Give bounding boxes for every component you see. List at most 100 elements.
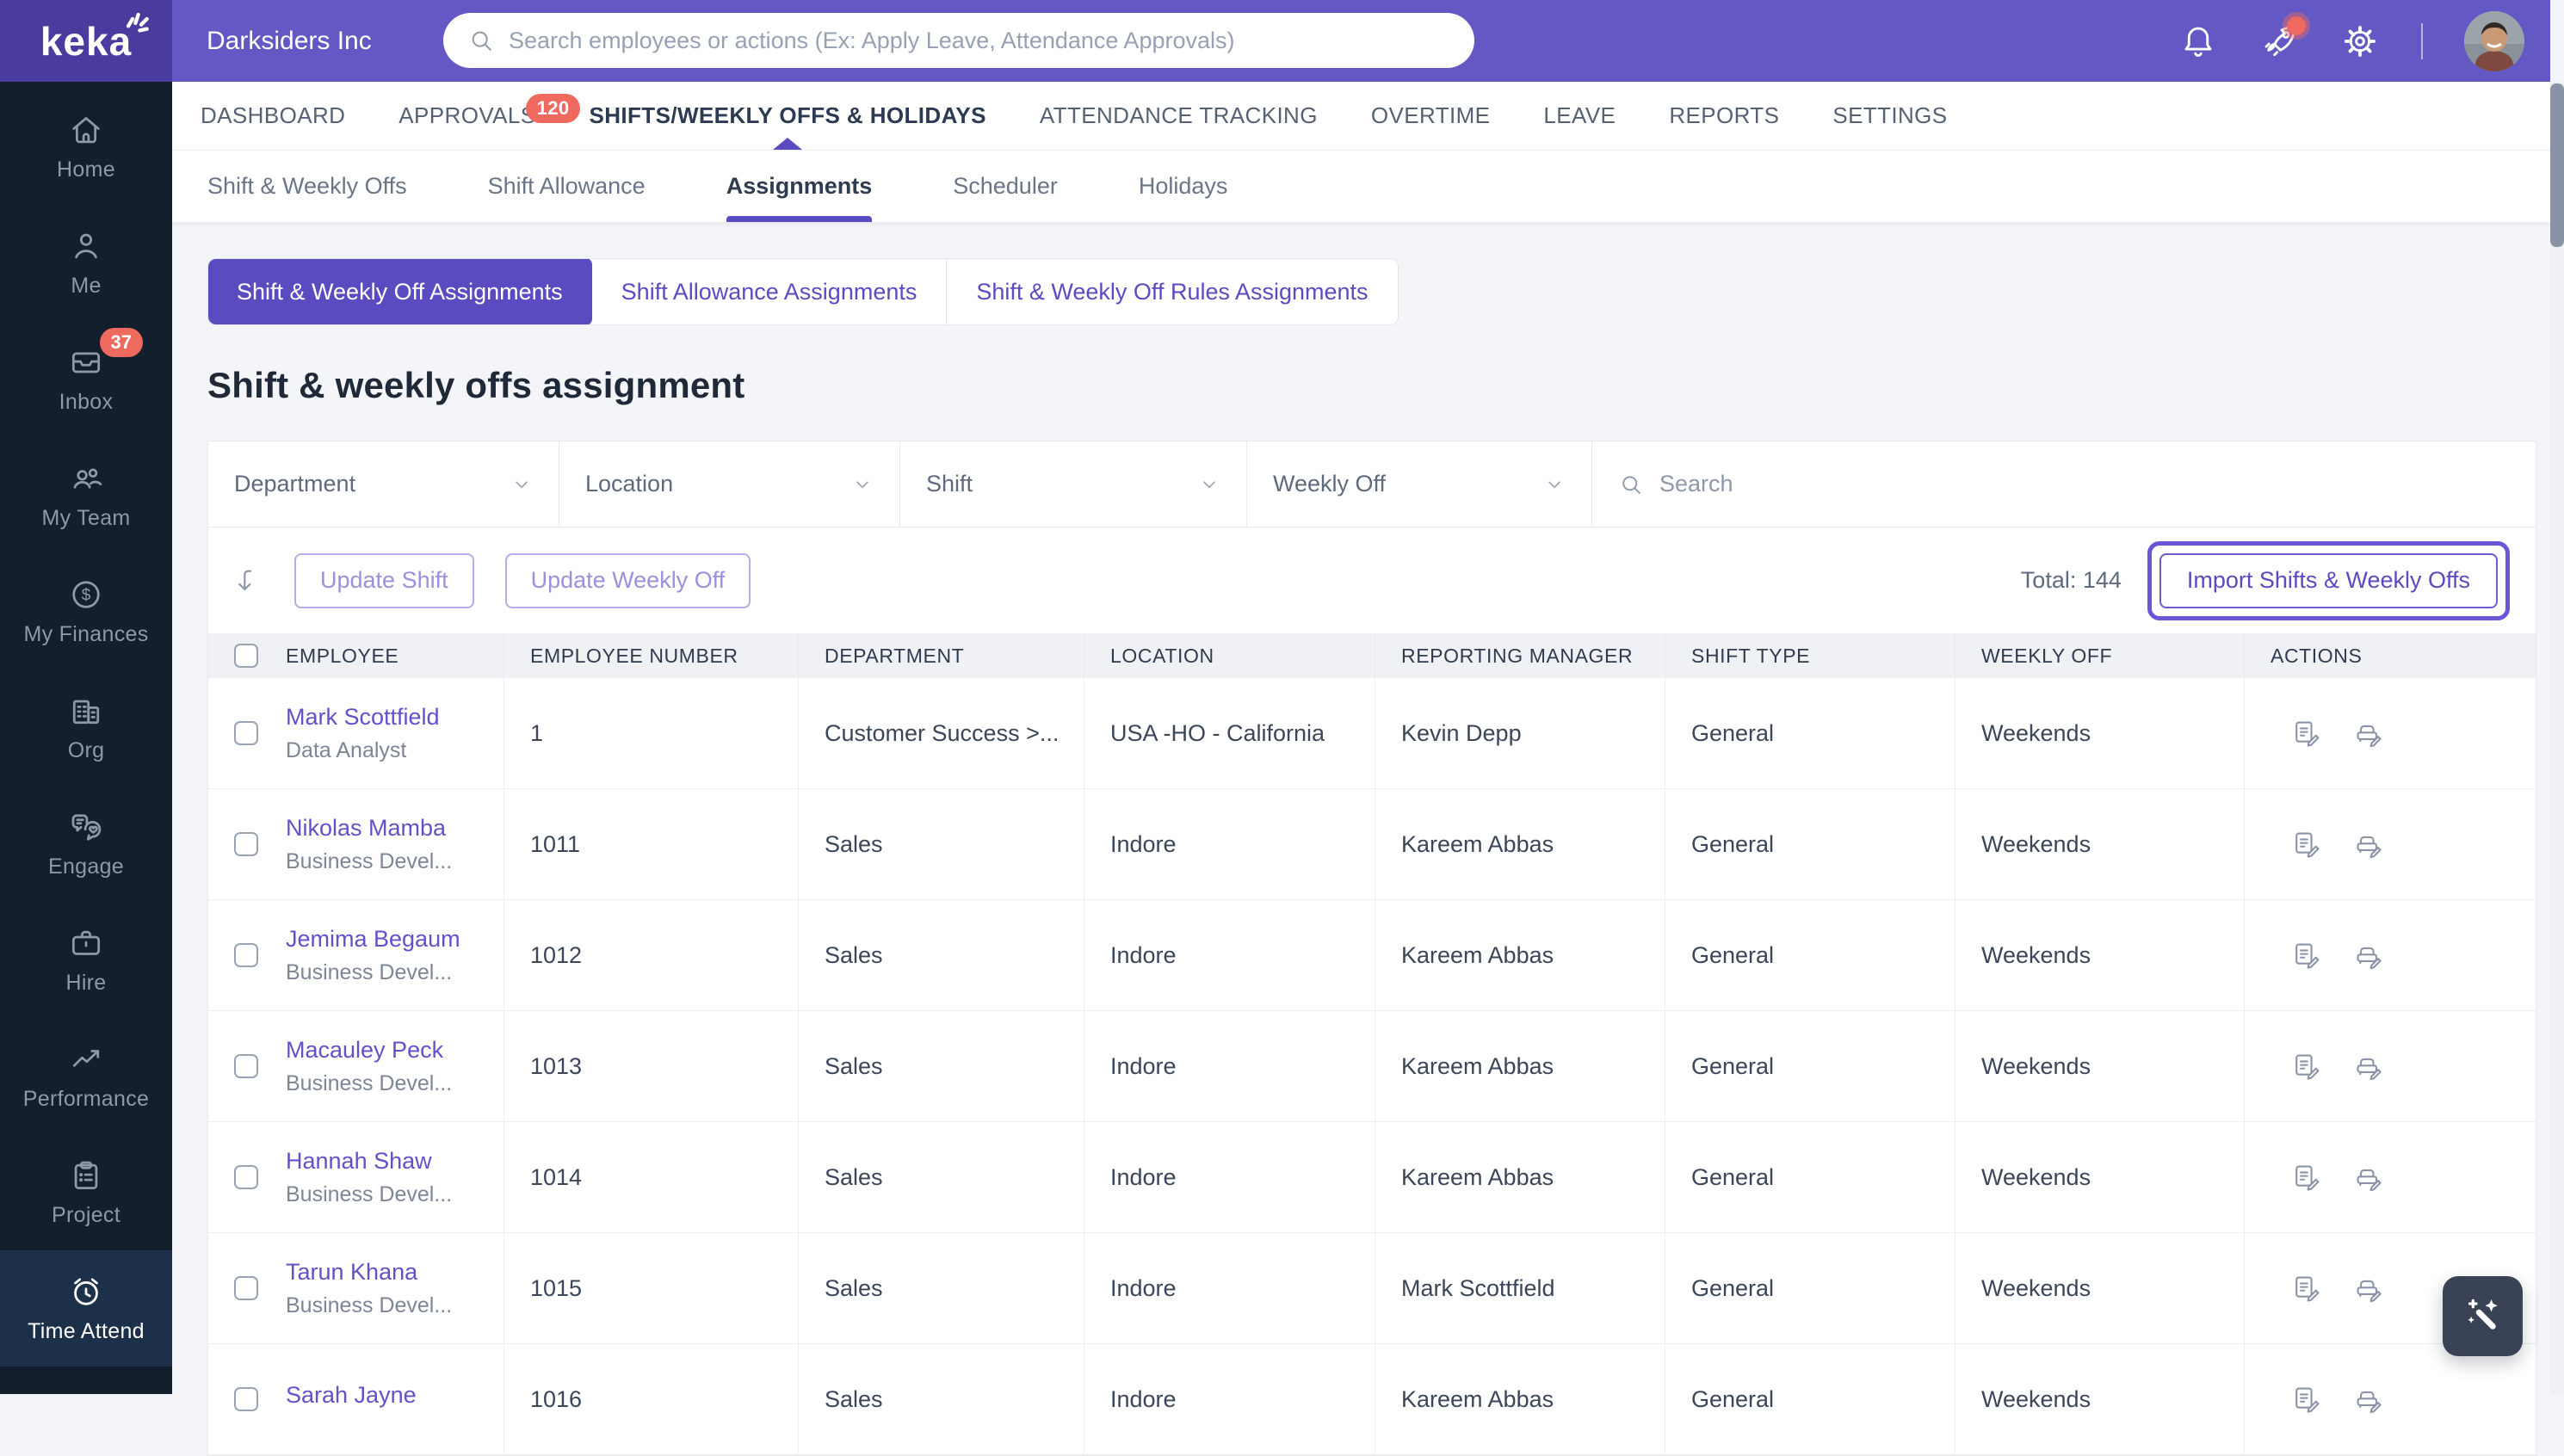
page-scrollbar[interactable] <box>2550 82 2564 1394</box>
select-all-checkbox[interactable] <box>234 644 258 668</box>
user-avatar[interactable] <box>2464 11 2524 71</box>
row-checkbox[interactable] <box>234 943 258 967</box>
table-row: Tarun Khana Business Devel... 1015 Sales… <box>208 1233 2536 1344</box>
edit-weekly-off-button[interactable] <box>2353 940 2384 971</box>
employee-name-link[interactable]: Hannah Shaw <box>286 1148 452 1175</box>
edit-shift-icon <box>2291 1273 2322 1304</box>
tab-shift-weekly-offs[interactable]: Shift & Weekly Offs <box>207 151 407 222</box>
header-department: DEPARTMENT <box>798 633 1084 678</box>
edit-weekly-off-icon <box>2353 829 2384 860</box>
sidebar-item-project[interactable]: Project <box>0 1134 172 1250</box>
employee-number-cell: 1014 <box>504 1122 798 1232</box>
employee-job-title: Data Analyst <box>286 738 440 763</box>
tab-holidays[interactable]: Holidays <box>1139 151 1228 222</box>
header-employee-number: EMPLOYEE NUMBER <box>504 633 798 678</box>
import-shifts-weekly-offs-button[interactable]: Import Shifts & Weekly Offs <box>2159 553 2498 608</box>
shift-type-cell: General <box>1665 789 1955 899</box>
table-search[interactable] <box>1592 441 2536 527</box>
nav-leave[interactable]: LEAVE <box>1543 82 1616 150</box>
employee-name-link[interactable]: Mark Scottfield <box>286 704 440 731</box>
department-cell: Sales <box>798 1122 1084 1232</box>
row-checkbox[interactable] <box>234 1276 258 1300</box>
table-search-input[interactable] <box>1659 471 2510 497</box>
employee-name-link[interactable]: Nikolas Mamba <box>286 815 452 842</box>
department-filter[interactable]: Department <box>208 441 559 527</box>
segment-shift-weekly-off-assignments[interactable]: Shift & Weekly Off Assignments <box>207 258 593 325</box>
row-checkbox[interactable] <box>234 1165 258 1189</box>
edit-shift-button[interactable] <box>2291 1273 2322 1304</box>
header-reporting-manager: REPORTING MANAGER <box>1375 633 1665 678</box>
sidebar-item-my-team[interactable]: My Team <box>0 437 172 553</box>
edit-weekly-off-button[interactable] <box>2353 718 2384 749</box>
sidebar-item-label: Time Attend <box>28 1319 145 1344</box>
edit-weekly-off-button[interactable] <box>2353 1384 2384 1415</box>
row-checkbox[interactable] <box>234 832 258 856</box>
whats-new-button[interactable] <box>2259 22 2299 61</box>
edit-weekly-off-button[interactable] <box>2353 829 2384 860</box>
edit-shift-button[interactable] <box>2291 1051 2322 1082</box>
chevron-down-icon <box>1543 473 1566 496</box>
nav-approvals[interactable]: APPROVALS 120 <box>399 82 535 150</box>
row-checkbox[interactable] <box>234 1054 258 1078</box>
edit-weekly-off-button[interactable] <box>2353 1162 2384 1193</box>
nav-settings[interactable]: SETTINGS <box>1832 82 1947 150</box>
nav-attendance-tracking[interactable]: ATTENDANCE TRACKING <box>1040 82 1318 150</box>
sidebar-item-time-attend[interactable]: Time Attend <box>0 1250 172 1367</box>
sidebar-item-my-finances[interactable]: $ My Finances <box>0 553 172 669</box>
edit-shift-button[interactable] <box>2291 1162 2322 1193</box>
edit-shift-button[interactable] <box>2291 940 2322 971</box>
employee-name-link[interactable]: Jemima Begaum <box>286 926 460 953</box>
total-count: Total: 144 <box>2021 567 2122 594</box>
sidebar-item-label: My Finances <box>23 622 148 647</box>
global-search[interactable] <box>443 13 1474 68</box>
weekly-off-cell: Weekends <box>1955 1011 2244 1121</box>
ai-assistant-button[interactable] <box>2443 1276 2523 1356</box>
weekly-off-filter[interactable]: Weekly Off <box>1247 441 1592 527</box>
inbox-badge: 37 <box>100 328 143 357</box>
global-search-input[interactable] <box>509 28 1450 54</box>
employee-name-link[interactable]: Sarah Jayne <box>286 1382 417 1409</box>
employee-name-link[interactable]: Macauley Peck <box>286 1037 452 1064</box>
update-shift-button[interactable]: Update Shift <box>294 553 474 608</box>
nav-dashboard[interactable]: DASHBOARD <box>201 82 345 150</box>
sort-icon[interactable] <box>234 566 263 595</box>
header-actions: ACTIONS <box>2244 633 2536 678</box>
notifications-button[interactable] <box>2178 22 2218 61</box>
row-checkbox[interactable] <box>234 721 258 745</box>
edit-shift-button[interactable] <box>2291 1384 2322 1415</box>
sidebar-item-engage[interactable]: Engage <box>0 786 172 902</box>
chat-heart-icon <box>67 808 105 846</box>
sidebar-item-hire[interactable]: Hire <box>0 902 172 1018</box>
scrollbar-thumb[interactable] <box>2550 83 2564 247</box>
tab-scheduler[interactable]: Scheduler <box>953 151 1058 222</box>
sidebar-item-home[interactable]: Home <box>0 89 172 205</box>
keka-logo[interactable]: keka <box>0 0 172 82</box>
department-cell: Sales <box>798 1344 1084 1454</box>
location-filter[interactable]: Location <box>559 441 900 527</box>
settings-button[interactable] <box>2340 22 2380 61</box>
edit-shift-button[interactable] <box>2291 718 2322 749</box>
edit-weekly-off-button[interactable] <box>2353 1273 2384 1304</box>
sidebar-item-inbox[interactable]: 37 Inbox <box>0 321 172 437</box>
nav-shifts-weekly-offs-holidays[interactable]: SHIFTS/WEEKLY OFFS & HOLIDAYS <box>589 82 985 150</box>
tab-assignments[interactable]: Assignments <box>726 151 873 222</box>
whats-new-dot-badge <box>2287 16 2306 35</box>
sidebar-item-me[interactable]: Me <box>0 205 172 321</box>
search-icon <box>467 27 495 54</box>
sidebar-item-performance[interactable]: Performance <box>0 1018 172 1134</box>
shift-filter[interactable]: Shift <box>900 441 1247 527</box>
employee-job-title: Business Devel... <box>286 960 460 985</box>
nav-overtime[interactable]: OVERTIME <box>1371 82 1491 150</box>
segment-shift-weekly-off-rules-assignments[interactable]: Shift & Weekly Off Rules Assignments <box>947 259 1397 324</box>
tab-shift-allowance[interactable]: Shift Allowance <box>488 151 646 222</box>
row-checkbox[interactable] <box>234 1387 258 1411</box>
nav-reports[interactable]: REPORTS <box>1669 82 1779 150</box>
segment-shift-allowance-assignments[interactable]: Shift Allowance Assignments <box>592 259 948 324</box>
update-weekly-off-button[interactable]: Update Weekly Off <box>505 553 751 608</box>
edit-weekly-off-button[interactable] <box>2353 1051 2384 1082</box>
employee-name-link[interactable]: Tarun Khana <box>286 1259 452 1286</box>
edit-shift-button[interactable] <box>2291 829 2322 860</box>
table-row: Nikolas Mamba Business Devel... 1011 Sal… <box>208 789 2536 900</box>
sidebar-item-org[interactable]: Org <box>0 669 172 786</box>
header-location: LOCATION <box>1084 633 1375 678</box>
